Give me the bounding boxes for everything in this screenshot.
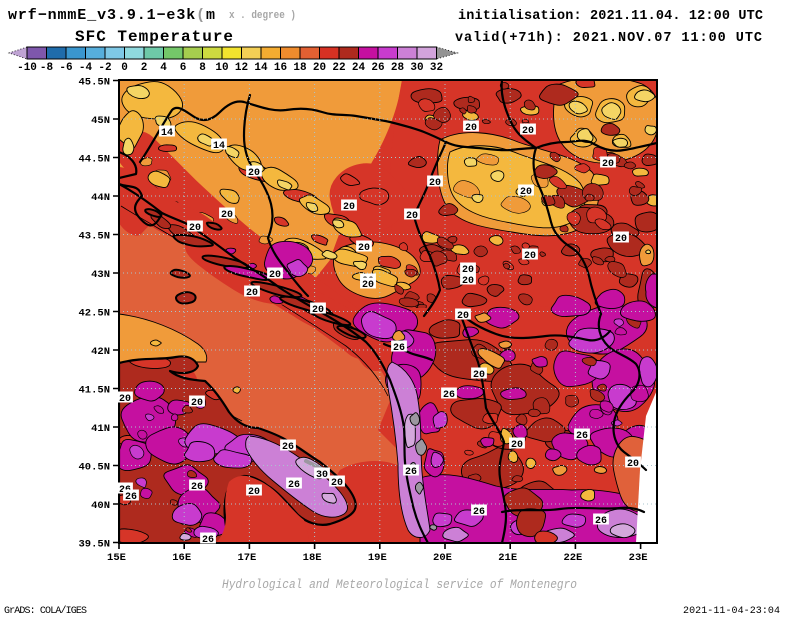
svg-text:41N: 41N — [91, 423, 110, 435]
svg-text:GrADS: COLA/IGES: GrADS: COLA/IGES — [4, 605, 87, 617]
svg-text:20: 20 — [522, 126, 534, 137]
svg-text:16E: 16E — [172, 552, 191, 564]
svg-text:2021-11-04-23:04: 2021-11-04-23:04 — [683, 606, 780, 617]
svg-text:43N: 43N — [91, 269, 110, 281]
svg-text:24: 24 — [352, 62, 366, 74]
svg-text:-8: -8 — [40, 62, 54, 74]
svg-text:20: 20 — [246, 288, 258, 299]
svg-text:-6: -6 — [59, 62, 72, 74]
svg-text:22: 22 — [332, 62, 345, 74]
svg-text:10: 10 — [215, 62, 228, 74]
svg-text:28: 28 — [391, 62, 405, 74]
svg-text:-10: -10 — [17, 62, 37, 74]
svg-text:12: 12 — [235, 62, 248, 74]
svg-text:20: 20 — [524, 251, 536, 262]
svg-text:16: 16 — [274, 62, 287, 74]
svg-text:15E: 15E — [107, 552, 126, 564]
svg-text:20: 20 — [465, 123, 477, 134]
svg-text:43.5N: 43.5N — [78, 231, 110, 243]
svg-text:45.5N: 45.5N — [78, 77, 110, 89]
svg-text:20: 20 — [312, 305, 324, 316]
svg-text:21E: 21E — [498, 552, 517, 564]
svg-text:26: 26 — [393, 343, 405, 354]
svg-text:20: 20 — [343, 202, 355, 213]
svg-text:20: 20 — [627, 459, 639, 470]
svg-text:x . degree ): x . degree ) — [229, 10, 296, 22]
svg-text:26: 26 — [125, 492, 137, 503]
svg-text:6: 6 — [180, 62, 187, 74]
svg-text:valid(+71h): 2021.NOV.07 11:00: valid(+71h): 2021.NOV.07 11:00 UTC — [455, 31, 762, 46]
svg-text:20: 20 — [191, 398, 203, 409]
svg-text:14: 14 — [254, 62, 268, 74]
svg-text:20: 20 — [362, 280, 374, 291]
svg-text:22E: 22E — [563, 552, 582, 564]
svg-text:44N: 44N — [91, 192, 110, 204]
svg-text:0: 0 — [121, 62, 128, 74]
svg-text:40N: 40N — [91, 500, 110, 512]
svg-text:20: 20 — [119, 394, 131, 405]
svg-text:4: 4 — [160, 62, 167, 74]
svg-text:42.5N: 42.5N — [78, 308, 110, 320]
svg-text:20: 20 — [615, 234, 627, 245]
svg-text:20: 20 — [358, 243, 370, 254]
svg-text:2: 2 — [141, 62, 148, 74]
svg-text:26: 26 — [443, 390, 455, 401]
svg-text:26: 26 — [371, 62, 384, 74]
svg-text:30: 30 — [410, 62, 423, 74]
svg-text:8: 8 — [199, 62, 206, 74]
svg-text:-2: -2 — [98, 62, 111, 74]
svg-text:20: 20 — [520, 187, 532, 198]
svg-text:initialisation: 2021.11.04. 12: initialisation: 2021.11.04. 12:00 UTC — [458, 9, 763, 24]
svg-text:26: 26 — [191, 482, 203, 493]
svg-text:26: 26 — [288, 480, 300, 491]
svg-text:19E: 19E — [368, 552, 387, 564]
svg-text:26: 26 — [595, 516, 607, 527]
svg-text:26: 26 — [282, 442, 294, 453]
svg-text:20: 20 — [462, 265, 474, 276]
svg-text:20: 20 — [313, 62, 326, 74]
svg-text:18: 18 — [293, 62, 307, 74]
svg-text:20: 20 — [248, 487, 260, 498]
svg-text:-4: -4 — [79, 62, 93, 74]
svg-text:26: 26 — [405, 467, 417, 478]
svg-text:18E: 18E — [303, 552, 322, 564]
svg-text:14: 14 — [213, 141, 225, 152]
svg-text:20: 20 — [602, 159, 614, 170]
svg-text:32: 32 — [430, 62, 443, 74]
svg-text:26: 26 — [473, 507, 485, 518]
svg-text:20: 20 — [462, 276, 474, 287]
svg-text:41.5N: 41.5N — [78, 385, 110, 397]
svg-text:42N: 42N — [91, 346, 110, 358]
svg-text:26: 26 — [202, 535, 214, 546]
svg-text:20: 20 — [406, 211, 418, 222]
svg-text:39.5N: 39.5N — [78, 539, 110, 551]
svg-text:44.5N: 44.5N — [78, 154, 110, 166]
svg-text:20E: 20E — [433, 552, 452, 564]
svg-text:20: 20 — [221, 210, 233, 221]
svg-text:20: 20 — [248, 168, 260, 179]
svg-text:30: 30 — [316, 470, 328, 481]
svg-text:20: 20 — [429, 178, 441, 189]
svg-text:26: 26 — [576, 431, 588, 442]
svg-text:20: 20 — [473, 370, 485, 381]
svg-text:20: 20 — [269, 270, 281, 281]
svg-text:40.5N: 40.5N — [78, 462, 110, 474]
svg-text:Hydrological and Meteorologica: Hydrological and Meteorological service … — [222, 577, 577, 592]
svg-text:20: 20 — [331, 478, 343, 489]
svg-text:20: 20 — [457, 311, 469, 322]
svg-text:wrf−nmmE_v3.9.1−e3k(m: wrf−nmmE_v3.9.1−e3k(m — [8, 7, 216, 24]
svg-text:SFC Temperature: SFC Temperature — [75, 28, 234, 46]
svg-text:20: 20 — [189, 223, 201, 234]
svg-text:20: 20 — [511, 440, 523, 451]
svg-text:17E: 17E — [237, 552, 256, 564]
svg-text:23E: 23E — [629, 552, 648, 564]
svg-text:45N: 45N — [91, 115, 110, 127]
svg-text:14: 14 — [161, 128, 173, 139]
